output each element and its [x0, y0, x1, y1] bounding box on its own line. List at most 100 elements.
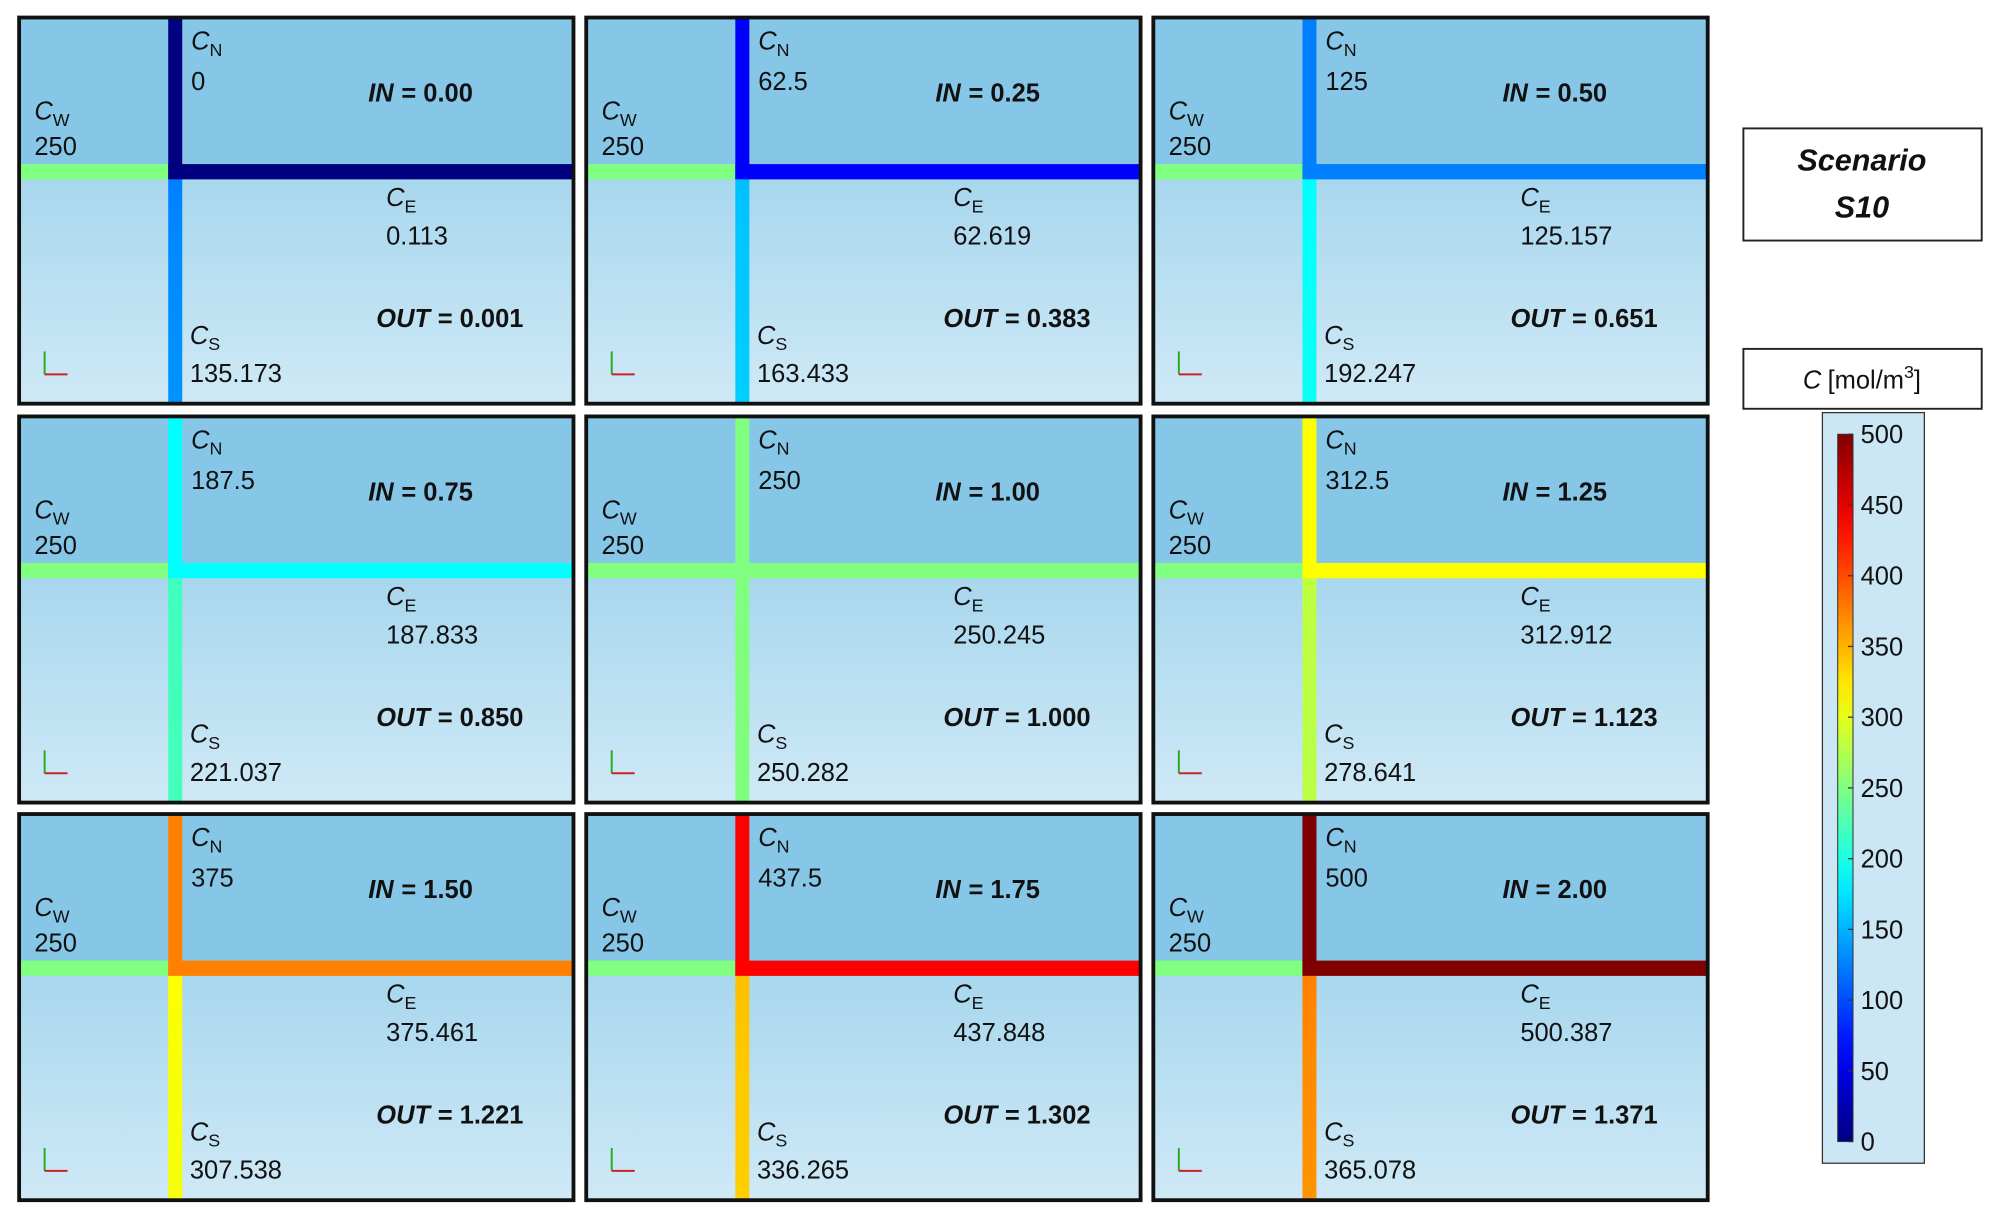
- inflow-ratio: IN = 1.25: [1502, 479, 1607, 507]
- east-value: 500.387: [1520, 1019, 1612, 1047]
- west-value: 250: [1169, 930, 1212, 958]
- panel: CN 437.5 CW 250 CE 437.848 CS 336.265 IN = 1.75 OU…: [584, 812, 1143, 1203]
- south-value: 250.282: [757, 759, 849, 787]
- west-pipe: [586, 164, 737, 180]
- inflow-ratio: IN = 0.25: [935, 80, 1040, 108]
- west-label: CW: [1169, 97, 1204, 129]
- west-value: 250: [34, 930, 77, 958]
- south-pipe: [1302, 975, 1317, 1201]
- east-pipe: [1302, 960, 1708, 976]
- west-label: CW: [1169, 496, 1204, 528]
- south-label: CS: [757, 721, 787, 753]
- east-pipe: [168, 562, 574, 579]
- north-value: 500: [1325, 865, 1368, 893]
- upper-domain: [19, 814, 574, 976]
- panel-border: [1151, 414, 1710, 805]
- upper-domain: [586, 17, 1141, 180]
- east-value: 312.912: [1520, 621, 1612, 649]
- lower-domain: [1153, 578, 1708, 803]
- south-pipe: [735, 578, 750, 803]
- colorbar-tick-label: 100: [1861, 987, 1904, 1015]
- lower-domain: [1153, 179, 1708, 404]
- south-value: 221.037: [190, 759, 282, 787]
- east-label: CE: [1520, 184, 1550, 216]
- south-label: CS: [757, 322, 787, 354]
- panel-border: [584, 414, 1143, 805]
- west-label: CW: [1169, 894, 1204, 926]
- north-pipe: [1302, 416, 1317, 579]
- east-pipe: [1302, 164, 1708, 180]
- upper-domain: [19, 416, 574, 579]
- upper-domain: [19, 17, 574, 180]
- south-label: CS: [1324, 1118, 1354, 1150]
- east-label: CE: [1520, 583, 1550, 615]
- south-label: CS: [1324, 322, 1354, 354]
- west-label: CW: [602, 496, 637, 528]
- lower-domain: [586, 179, 1141, 404]
- colorbar-tick-label: 400: [1861, 563, 1904, 591]
- panel-border: [17, 812, 576, 1203]
- lower-domain: [586, 578, 1141, 803]
- west-value: 250: [34, 532, 77, 560]
- south-pipe: [1302, 179, 1317, 404]
- west-label: CW: [34, 496, 69, 528]
- east-label: CE: [953, 583, 983, 615]
- upper-domain: [1153, 17, 1708, 180]
- west-pipe: [586, 960, 737, 976]
- colorbar-tick-label: 350: [1861, 633, 1904, 661]
- east-pipe: [735, 960, 1141, 976]
- east-value: 0.113: [386, 222, 448, 250]
- scenario-line2: S10: [1835, 191, 1889, 225]
- upper-domain: [586, 416, 1141, 579]
- east-label: CE: [386, 981, 416, 1013]
- north-pipe: [168, 814, 183, 976]
- west-value: 250: [602, 532, 645, 560]
- north-label: CN: [1325, 426, 1356, 458]
- north-label: CN: [191, 824, 222, 856]
- north-pipe: [1302, 17, 1317, 180]
- south-pipe: [735, 975, 750, 1201]
- north-label: CN: [191, 27, 222, 59]
- west-label: CW: [34, 894, 69, 926]
- panel-border: [1151, 812, 1710, 1203]
- colorbar-tick-label: 0: [1861, 1128, 1875, 1156]
- west-pipe: [586, 562, 737, 579]
- south-value: 278.641: [1324, 759, 1416, 787]
- panel: CN 187.5 CW 250 CE 187.833 CS 221.037 IN = 0.75 OU…: [17, 414, 576, 805]
- panel-border: [584, 812, 1143, 1203]
- colorbar-tick-label: 150: [1861, 916, 1904, 944]
- scenario-line1: Scenario: [1797, 143, 1926, 177]
- panel: CN 0 CW 250 CE 0.113 CS 135.173 IN = 0.00 OUT = 0.0…: [17, 15, 576, 406]
- south-label: CS: [190, 721, 220, 753]
- north-value: 250: [758, 467, 801, 495]
- panel: CN 250 CW 250 CE 250.245 CS 250.282 IN = 1.00 OUT =…: [584, 414, 1143, 805]
- inflow-ratio: IN = 0.75: [368, 479, 473, 507]
- south-label: CS: [1324, 721, 1354, 753]
- north-value: 437.5: [758, 865, 822, 893]
- south-pipe: [168, 975, 183, 1201]
- south-label: CS: [757, 1118, 787, 1150]
- outflow-ratio: OUT = 0.001: [376, 305, 523, 333]
- east-value: 250.245: [953, 621, 1045, 649]
- north-label: CN: [1325, 27, 1356, 59]
- south-pipe: [168, 179, 183, 404]
- south-value: 163.433: [757, 360, 849, 388]
- north-label: CN: [191, 426, 222, 458]
- north-label: CN: [758, 426, 789, 458]
- south-pipe: [1302, 578, 1317, 803]
- east-value: 62.619: [953, 222, 1031, 250]
- panel: CN 375 CW 250 CE 375.461 CS 307.538 IN = 1.50 OUT =…: [17, 812, 576, 1203]
- east-pipe: [1302, 562, 1708, 579]
- lower-domain: [1153, 975, 1708, 1201]
- west-label: CW: [602, 97, 637, 129]
- lower-domain: [19, 179, 574, 404]
- lower-domain: [586, 975, 1141, 1201]
- outflow-ratio: OUT = 1.371: [1511, 1102, 1658, 1130]
- outflow-ratio: OUT = 1.000: [943, 704, 1090, 732]
- north-pipe: [735, 814, 750, 976]
- north-label: CN: [758, 824, 789, 856]
- south-value: 365.078: [1324, 1157, 1416, 1185]
- north-pipe: [168, 416, 183, 579]
- east-pipe: [735, 562, 1141, 579]
- lower-domain: [19, 975, 574, 1201]
